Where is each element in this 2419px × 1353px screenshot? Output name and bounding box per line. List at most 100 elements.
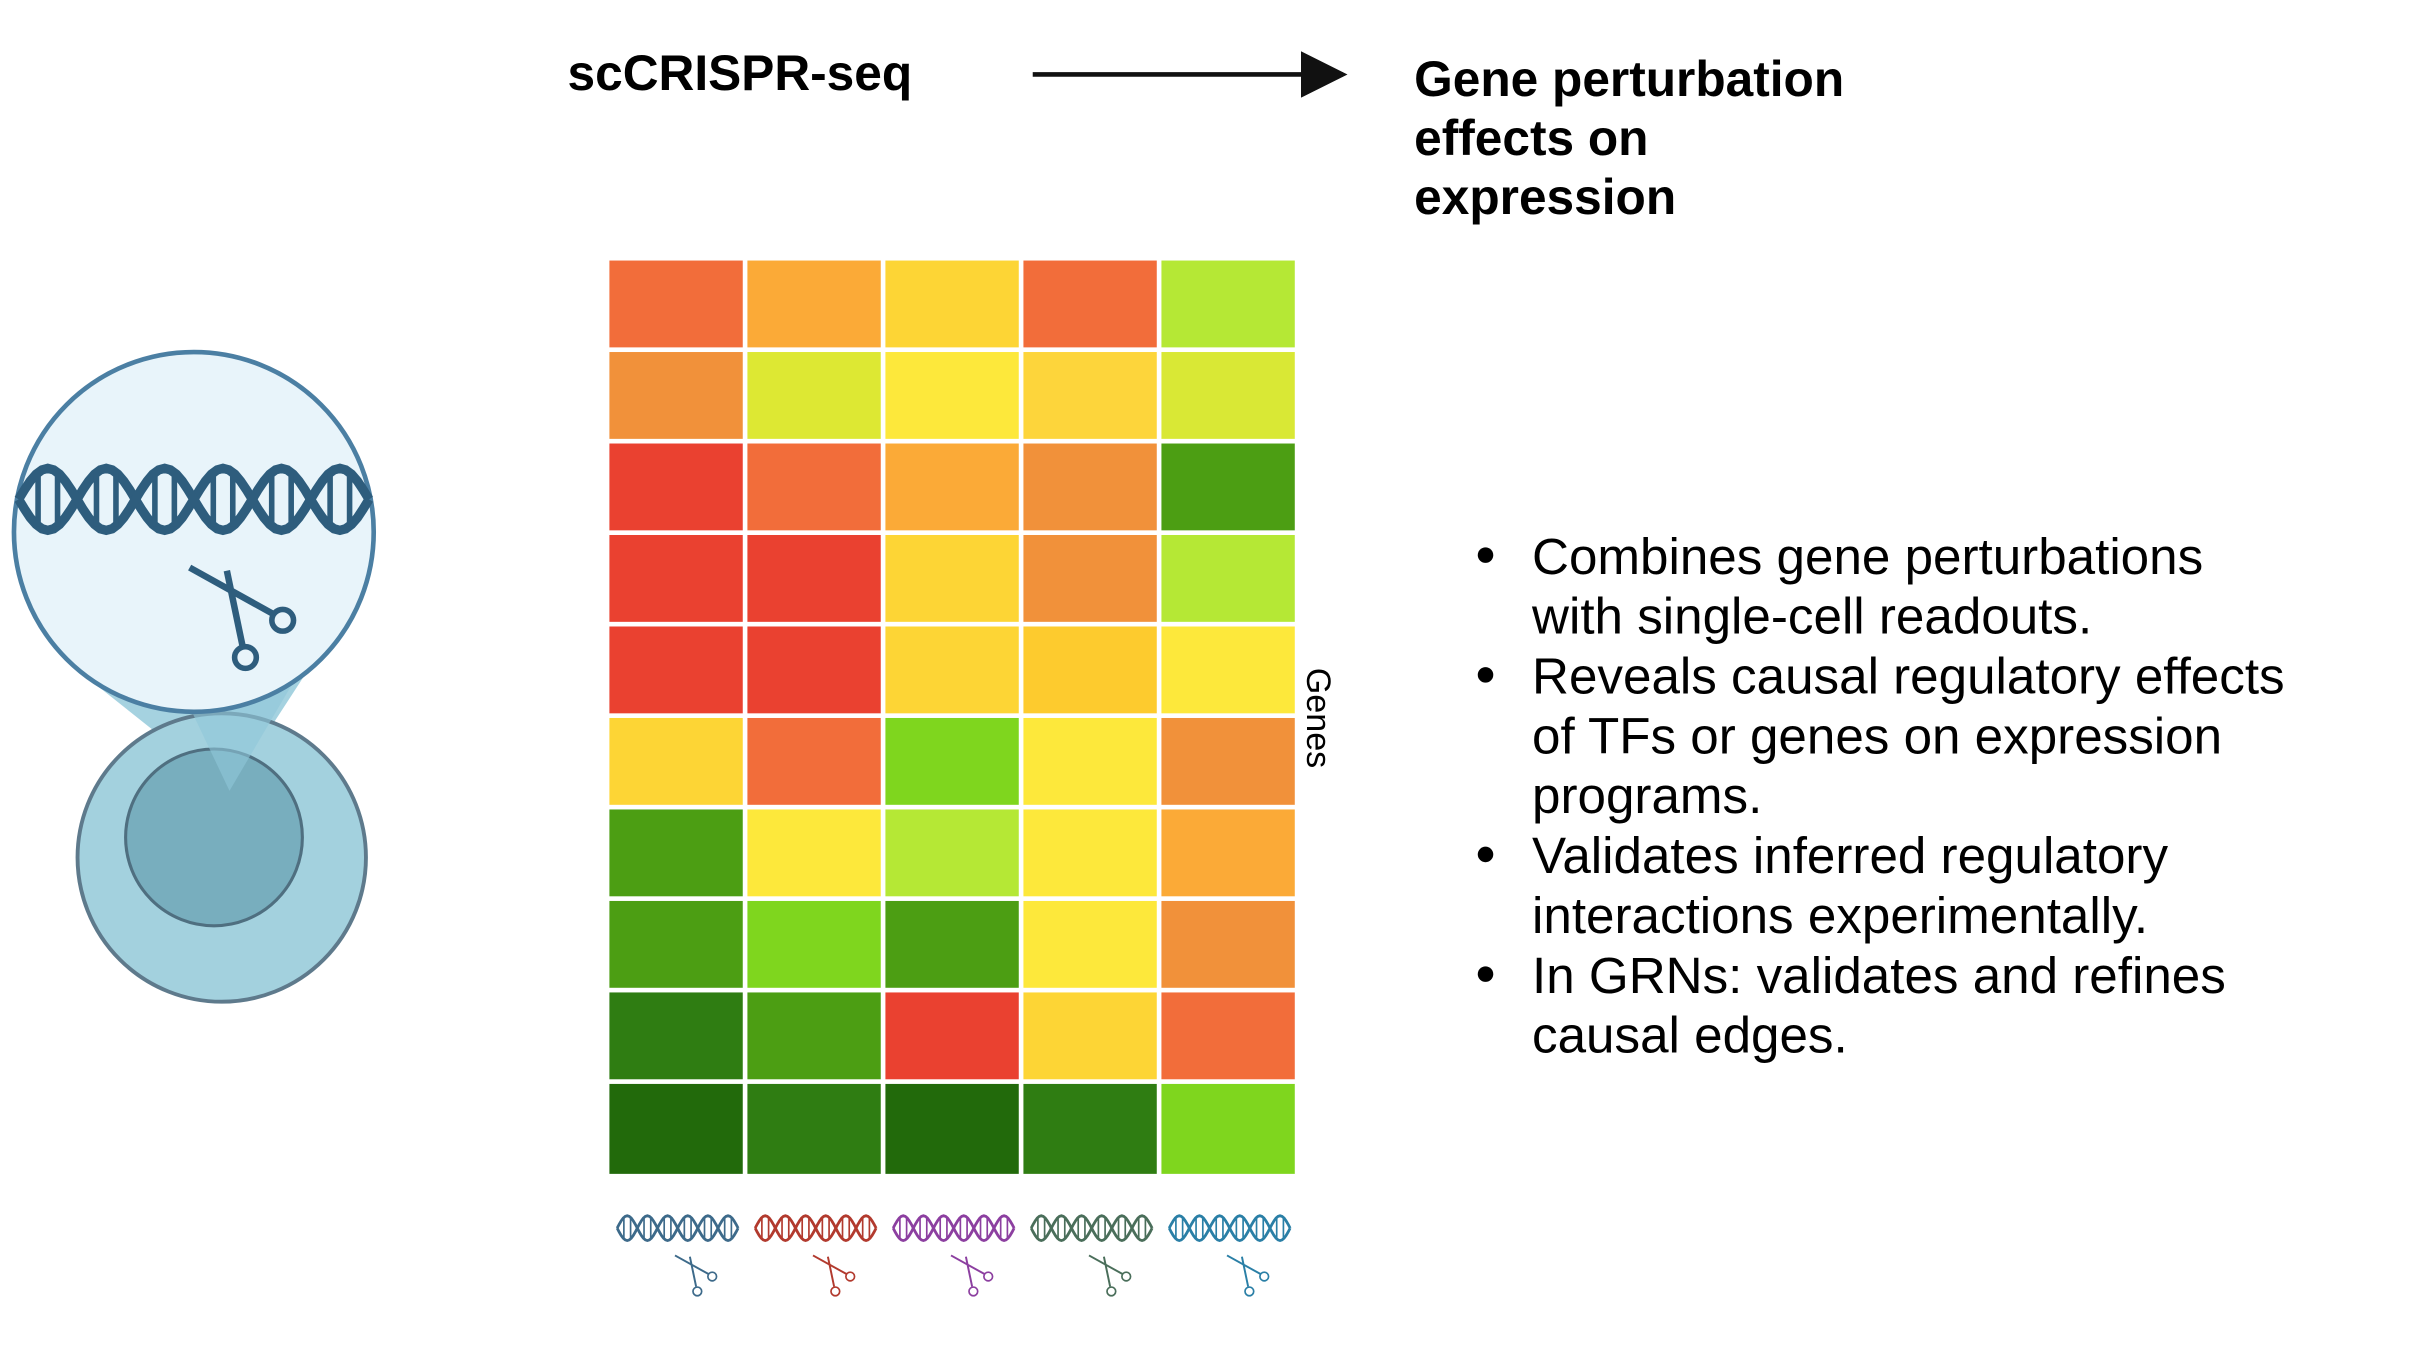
heatmap-cell	[885, 992, 1019, 1080]
heatmap-cell	[1023, 992, 1157, 1080]
heatmap-cell	[1023, 443, 1157, 531]
heatmap-cell	[747, 352, 881, 439]
heatmap-cell	[747, 900, 881, 988]
heatmap-cell	[1161, 1083, 1295, 1174]
heatmap-cell	[609, 717, 743, 805]
heatmap-cell	[609, 809, 743, 897]
heatmap-cell	[1161, 260, 1295, 348]
heatmap-cell	[885, 1083, 1019, 1174]
heatmap-cell	[1161, 992, 1295, 1080]
bullet-dot	[1477, 846, 1494, 863]
dna-strand	[1167, 1214, 1292, 1243]
bullet-dot	[1477, 667, 1494, 683]
scissor-handle	[1244, 1286, 1255, 1297]
heatmap-cell	[609, 352, 743, 439]
heatmap-cell	[1161, 626, 1295, 714]
heatmap-cell	[609, 535, 743, 622]
heatmap-cell	[747, 992, 881, 1080]
heatmap-cell	[1161, 443, 1295, 531]
scissor-blade	[1240, 1256, 1250, 1287]
heatmap-cell	[1023, 809, 1157, 897]
bullet-dot	[1477, 547, 1494, 563]
heatmap-cell	[1023, 900, 1157, 988]
bullet-text: causal edges.	[1532, 1007, 1848, 1064]
dna-strand	[1029, 1214, 1154, 1243]
scissor-handle	[1106, 1286, 1117, 1297]
bullet-text: Combines gene perturbations	[1532, 528, 2203, 585]
heatmap-cell	[885, 535, 1019, 622]
dna-icon	[1167, 1214, 1292, 1297]
axis-label: Genes	[1299, 668, 1337, 769]
scissor-blade	[688, 1256, 698, 1287]
bullet-text: of TFs or genes on expression	[1532, 707, 2222, 764]
heatmap-cell	[747, 443, 881, 531]
heatmap-cell	[1023, 352, 1157, 439]
heatmap-cell	[609, 900, 743, 988]
heatmap-cell	[885, 443, 1019, 531]
dna-strand	[615, 1214, 740, 1243]
dna-icon	[891, 1214, 1016, 1297]
dna-icon	[615, 1214, 740, 1297]
dna-strand	[14, 463, 374, 536]
heatmap-cell	[747, 260, 881, 348]
bullet-text: with single-cell readouts.	[1531, 588, 2092, 645]
heatmap-cell	[1161, 352, 1295, 439]
heatmap-cell	[1023, 260, 1157, 348]
dna-icon	[753, 1214, 878, 1297]
heatmap-cell	[1023, 535, 1157, 622]
result-line: expression	[1414, 169, 1676, 225]
scissor-handle	[1121, 1271, 1132, 1282]
scissor-handle	[968, 1286, 979, 1297]
heatmap-cell	[885, 717, 1019, 805]
heatmap-cell	[1023, 626, 1157, 714]
scissor-handle	[983, 1271, 994, 1282]
heatmap-cell	[1023, 717, 1157, 805]
scissor-handle	[692, 1286, 703, 1297]
scissor-handle	[830, 1286, 841, 1297]
scissor-handle	[1259, 1271, 1270, 1282]
scissor-handle	[845, 1271, 856, 1282]
heatmap-cell	[747, 535, 881, 622]
heatmap-cell	[609, 260, 743, 348]
bullet-text: programs.	[1532, 767, 1762, 824]
bullet-dot	[1477, 966, 1494, 982]
scissor-blade	[964, 1256, 974, 1287]
heatmap-cell	[885, 809, 1019, 897]
heatmap-cell	[609, 1083, 743, 1174]
heatmap-cell	[885, 352, 1019, 439]
bullet-text: interactions experimentally.	[1532, 887, 2148, 944]
heatmap-cell	[609, 626, 743, 714]
scissor-handle	[707, 1271, 718, 1282]
method-label: scCRISPR-seq	[568, 45, 913, 101]
scissor-blade	[1102, 1256, 1112, 1287]
icons	[14, 463, 1292, 1297]
heatmap	[609, 260, 1295, 1174]
heatmap-cell	[885, 900, 1019, 988]
cell-illustration	[11, 349, 377, 1004]
heatmap-cell	[609, 992, 743, 1080]
heatmap-cell	[609, 443, 743, 531]
heatmap-cell	[885, 260, 1019, 348]
heatmap-cell	[1161, 809, 1295, 897]
heatmap-cell	[747, 809, 881, 897]
dna-strand	[891, 1214, 1016, 1243]
heatmap-cell	[1161, 900, 1295, 988]
scissor-handle	[231, 643, 260, 672]
dna-icon	[1029, 1214, 1154, 1297]
bullet-text: In GRNs: validates and refines	[1532, 947, 2226, 1004]
dna-strand	[753, 1214, 878, 1243]
bullet-text: Reveals causal regulatory effects	[1532, 647, 2285, 704]
scissor-handle	[269, 606, 297, 634]
heatmap-cell	[1161, 535, 1295, 622]
scissor-blade	[826, 1256, 836, 1287]
heatmap-cell	[747, 626, 881, 714]
dna-icon	[14, 463, 374, 672]
heatmap-cell	[885, 626, 1019, 714]
heatmap-cell	[747, 717, 881, 805]
heatmap-cell	[747, 1083, 881, 1174]
result-line: effects on	[1414, 110, 1648, 166]
heatmap-cell	[1023, 1083, 1157, 1174]
